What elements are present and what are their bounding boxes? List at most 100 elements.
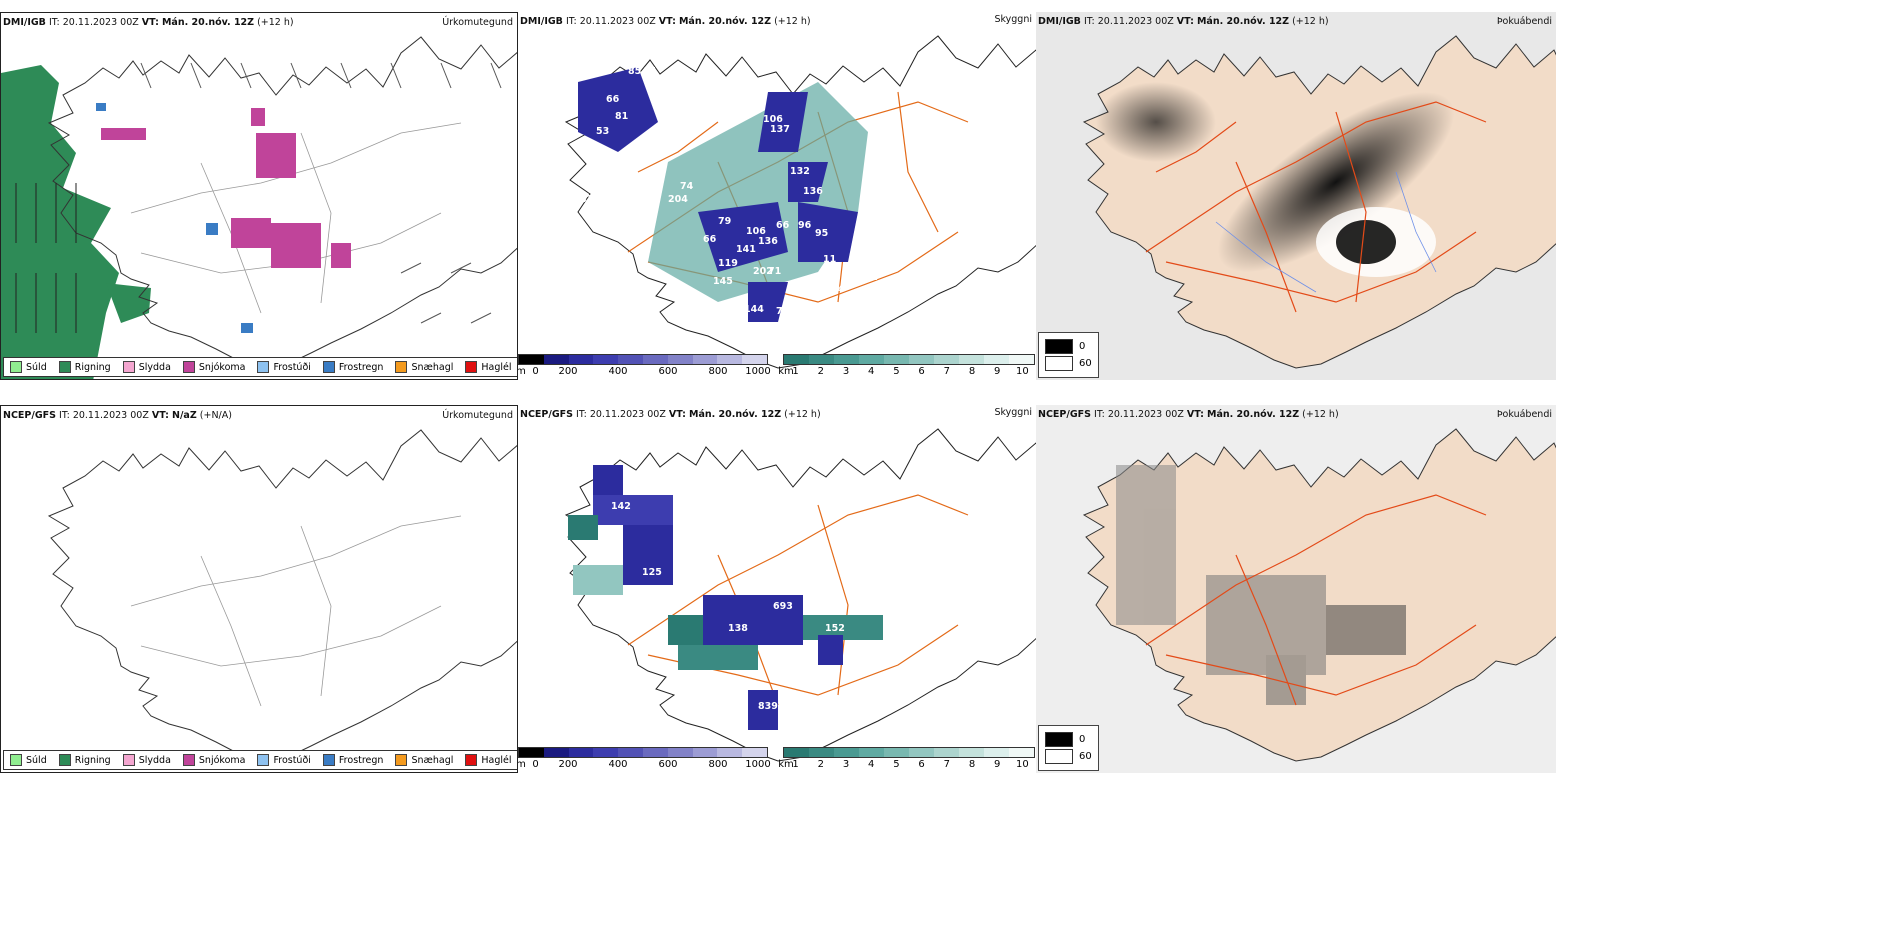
visibility-value-label: 32: [863, 189, 876, 200]
colorbar-tick: 0: [532, 366, 539, 377]
fog-label: 60: [1079, 751, 1092, 762]
visibility-value-label: 53: [596, 126, 609, 137]
visibility-value-label: 130: [678, 104, 698, 115]
visibility-value-label: 66: [703, 234, 717, 245]
visibility-value-label: 152: [825, 623, 845, 634]
visibility-value-label: 85: [628, 66, 641, 77]
snow-patch: [331, 243, 351, 268]
fog-legend-row: 0: [1045, 339, 1092, 354]
legend-item: Frostregn: [322, 754, 384, 766]
colorbar-cell: [543, 748, 569, 757]
legend-swatch: [395, 754, 408, 766]
visibility-value-label: 693: [773, 601, 793, 612]
colorbar-tick: 5: [893, 366, 900, 377]
colorbar-cell: [784, 748, 809, 757]
panel-variable: Úrkomutegund: [442, 410, 513, 421]
snow-patch: [251, 108, 265, 126]
colorbar-cell: [593, 355, 619, 364]
visibility-value-label: 125: [642, 567, 662, 578]
colorbar-tick: 400: [608, 366, 628, 377]
colorbar-tick: 3: [842, 366, 850, 377]
colorbar-tick: 1: [792, 366, 799, 377]
legend-label: Súld: [26, 361, 47, 373]
panel-dmi-fog: DMI/IGB IT: 20.11.2023 00Z VT: Mán. 20.n…: [1036, 12, 1556, 380]
colorbar-cell: [909, 748, 934, 757]
fog-label: 0: [1079, 734, 1086, 745]
legend-label: Snjókoma: [198, 361, 246, 373]
colorbar-tick: 800: [708, 366, 728, 377]
colorbar-cell: [809, 748, 834, 757]
visibility-value-label: 69: [764, 324, 777, 335]
colorbar-cell: [984, 355, 1009, 364]
colorbar-cell: [884, 748, 909, 757]
fog-label: 60: [1079, 358, 1092, 369]
panel-gfs-fog: NCEP/GFS IT: 20.11.2023 00Z VT: Mán. 20.…: [1036, 405, 1556, 773]
legend-label: Slydda: [138, 361, 171, 373]
colorbar-cell: [519, 748, 544, 757]
legend-item: Snæhagl: [395, 361, 453, 373]
colorbar-cell: [784, 355, 809, 364]
visibility-value-label: 66: [776, 220, 790, 231]
colorbar-cell: [568, 355, 594, 364]
colorbar-cell: [959, 355, 984, 364]
legend-swatch: [322, 754, 335, 766]
colorbar-cell: [519, 355, 544, 364]
legend-label: Frostregn: [338, 754, 384, 766]
colorbar-cell: [717, 355, 743, 364]
colorbar-unit: km: [778, 366, 794, 377]
legend-item: Súld: [10, 361, 47, 373]
visibility-value-label: 42: [580, 194, 593, 205]
fog-legend: 0 60: [1038, 332, 1099, 378]
fog-map: [1083, 428, 1556, 762]
colorbar-cell: [859, 355, 884, 364]
precip-type-legend: Súld Rigning Slydda Snjókoma Frostúði Frostre…: [3, 750, 517, 770]
colorbar-cell: [692, 748, 718, 757]
panel-title: NCEP/GFS IT: 20.11.2023 00Z VT: Mán. 20.…: [1038, 409, 1339, 420]
visibility-value-label: 81: [615, 111, 628, 122]
colorbar-unit: m: [518, 366, 526, 377]
visibility-value-label: 74: [680, 181, 694, 192]
colorbar-tick: 1000: [745, 366, 771, 377]
precip-type-legend: Súld Rigning Slydda Snjókoma Frostúði Frostre…: [3, 357, 517, 377]
snow-patch: [271, 223, 321, 268]
colorbar-cell: [1009, 355, 1034, 364]
precip-map: [1, 36, 517, 379]
snow-patch: [231, 218, 271, 248]
colorbar-cell: [742, 748, 767, 757]
legend-item: Frostúði: [257, 361, 311, 373]
panel-title: NCEP/GFS IT: 20.11.2023 00Z VT: N/aZ (+N…: [3, 410, 232, 421]
legend-label: Rigning: [74, 754, 111, 766]
colorbar-tick: 800: [708, 759, 728, 770]
colorbar-unit: m: [518, 759, 526, 770]
visibility-colorbar-m: m 0 200 400 600 800 1000: [518, 354, 771, 378]
colorbar-tick: 7: [943, 759, 950, 770]
colorbar-cell: [934, 355, 959, 364]
legend-swatch: [122, 361, 135, 373]
colorbar-tick: 2: [817, 759, 824, 770]
colorbar-cell: [642, 748, 668, 757]
legend-label: Slydda: [138, 754, 171, 766]
visibility-value-label: 136: [803, 186, 823, 197]
visibility-value-label: 11: [823, 254, 836, 265]
fog-label: 0: [1079, 341, 1086, 352]
panel-variable: Þokuábendi: [1496, 16, 1552, 27]
colorbar-tick: 6: [918, 366, 925, 377]
legend-swatch: [182, 361, 195, 373]
colorbar-cell: [667, 748, 693, 757]
colorbar-cell: [692, 355, 718, 364]
visibility-map: 142 125 693 138 152 839: [565, 428, 1036, 762]
legend-item: Frostregn: [322, 361, 383, 373]
colorbar-cell: [742, 355, 767, 364]
rain-area-sw: [106, 283, 151, 323]
visibility-value-label: 119: [718, 258, 738, 269]
visibility-value-label: 137: [770, 124, 790, 135]
panel-gfs-precip: NCEP/GFS IT: 20.11.2023 00Z VT: N/aZ (+N…: [0, 405, 518, 773]
colorbar-cell: [859, 748, 884, 757]
colorbar-tick: 6: [918, 759, 925, 770]
visibility-map: 85 71668111213053428720474796611914514110…: [565, 35, 1036, 369]
panel-title: DMI/IGB IT: 20.11.2023 00Z VT: Mán. 20.n…: [3, 17, 294, 28]
visibility-value-label: 145: [713, 276, 733, 287]
snow-patch: [256, 133, 296, 178]
colorbar-cell: [809, 355, 834, 364]
legend-item: Rigning: [58, 754, 111, 766]
